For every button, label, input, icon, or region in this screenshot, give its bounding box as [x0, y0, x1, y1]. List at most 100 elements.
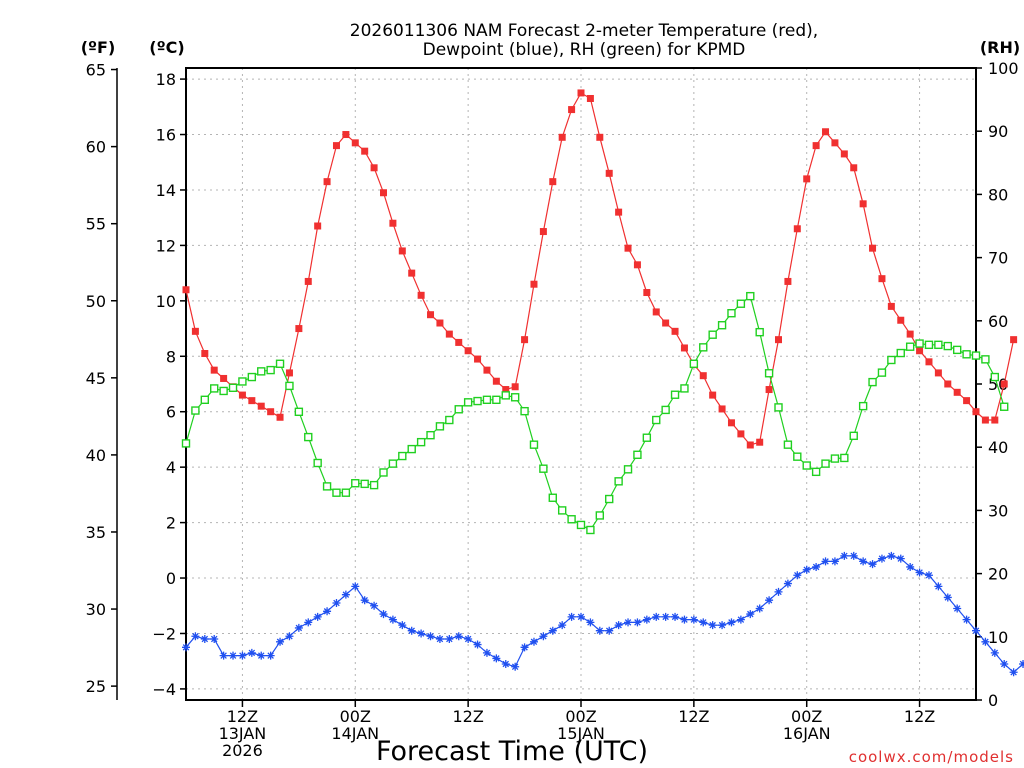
rh-point: [783, 440, 793, 449]
dewpoint-point: [642, 615, 651, 624]
rh-tick-label-7: 70: [988, 249, 1008, 268]
rh-point: [699, 343, 708, 352]
dewpoint-point: [388, 615, 397, 624]
dewpoint-point: [906, 562, 915, 571]
celsius-tick-label-9: 14: [156, 181, 176, 200]
dewpoint-point: [247, 648, 256, 657]
temperature-point: [455, 338, 463, 346]
x-tick-label-1-2: 14JAN: [331, 724, 379, 743]
dewpoint-point: [689, 615, 698, 624]
dewpoint-point: [802, 565, 811, 574]
temperature-point: [840, 150, 848, 158]
dewpoint-point: [624, 618, 633, 627]
rh-tick-label-4: 40: [988, 438, 1008, 457]
temperature-point: [615, 208, 623, 216]
dewpoint-point: [727, 618, 736, 627]
dewpoint-point: [294, 623, 303, 632]
rh-tick-label-6: 60: [988, 312, 1008, 331]
x-tick-label-6-1: 12Z: [904, 707, 935, 726]
axis-ticks: −4 −2 0 2 4 6 8 10 12 14 16 18 25 30 35 40 45 50 55 60 65 0 10…: [86, 59, 1019, 760]
dewpoint-point: [473, 640, 482, 649]
rh-point: [1000, 402, 1009, 411]
temperature-point: [474, 355, 482, 363]
watermark: coolwx.com/models: [849, 748, 1014, 766]
dewpoint-point: [812, 562, 821, 571]
fahrenheit-tick-label-3: 40: [86, 446, 106, 465]
dewpoint-point: [417, 629, 426, 638]
dewpoint-point: [379, 610, 388, 619]
temperature-point: [332, 142, 340, 150]
temperature-point: [191, 327, 199, 335]
celsius-tick-label-3: 2: [166, 514, 176, 533]
rh-point: [548, 493, 557, 502]
temperature-point: [906, 330, 914, 338]
rh-point: [821, 459, 830, 468]
rh-point: [586, 525, 595, 535]
unit-label-celsius: (ºC): [149, 38, 184, 57]
dewpoint-point: [558, 621, 567, 630]
x-tick-label-3-1: 00Z: [565, 707, 596, 726]
dewpoint-point: [492, 654, 501, 663]
rh-point: [435, 422, 445, 431]
temperature-point: [718, 405, 726, 413]
celsius-tick-label-2: 0: [166, 569, 176, 588]
rh-point: [238, 377, 247, 386]
dewpoint-series: [182, 551, 1024, 677]
x-axis-label: Forecast Time (UTC): [376, 736, 648, 767]
rh-point: [981, 355, 990, 364]
rh-point: [304, 432, 313, 442]
temperature-point: [267, 408, 275, 416]
temperature-point: [398, 247, 406, 255]
celsius-tick-label-0: −4: [152, 680, 176, 699]
dewpoint-point: [614, 621, 623, 630]
rh-point: [285, 381, 294, 391]
rh-point: [887, 355, 896, 365]
dewpoint-point: [529, 637, 538, 646]
rh-point: [943, 341, 952, 351]
rh-point: [868, 377, 877, 387]
x-tick-label-2-1: 12Z: [452, 707, 483, 726]
temperature-point: [793, 225, 801, 233]
fahrenheit-tick-label-4: 45: [86, 369, 106, 388]
dewpoint-point: [680, 615, 689, 624]
dewpoint-point: [605, 626, 614, 635]
dewpoint-point: [859, 557, 868, 566]
rh-tick-label-9: 90: [988, 122, 1008, 141]
rh-point: [463, 398, 473, 407]
fahrenheit-tick-label-5: 50: [86, 292, 106, 311]
dewpoint-point: [718, 621, 727, 630]
temperature-point: [775, 336, 782, 344]
temperature-point: [869, 244, 877, 252]
rh-point: [520, 406, 529, 416]
dewpoint-point: [1000, 659, 1009, 668]
temperature-point: [963, 397, 971, 405]
temperature-point: [812, 142, 820, 150]
rh-tick-label-10: 100: [988, 59, 1019, 78]
rh-point: [379, 468, 388, 477]
temperature-point: [662, 319, 670, 327]
dewpoint-point: [257, 651, 266, 660]
dewpoint-point: [238, 651, 247, 660]
rh-point: [830, 454, 840, 463]
dewpoint-point: [962, 615, 971, 624]
rh-point: [652, 415, 661, 425]
dewpoint-point: [219, 651, 228, 660]
dewpoint-point: [943, 593, 952, 602]
dewpoint-point: [887, 551, 896, 560]
temperature-point: [445, 330, 453, 338]
temperature-point: [342, 131, 350, 139]
rh-tick-label-3: 30: [988, 501, 1008, 520]
dewpoint-point: [652, 612, 661, 621]
temperature-point: [878, 275, 886, 283]
dewpoint-point: [577, 612, 585, 621]
temperature-point: [568, 106, 576, 114]
x-tick-label-4-1: 12Z: [678, 707, 709, 726]
dewpoint-point: [1019, 659, 1024, 668]
dewpoint-point: [924, 571, 933, 580]
temperature-point: [427, 311, 435, 319]
dewpoint-point: [266, 651, 275, 660]
rh-tick-label-8: 80: [988, 185, 1008, 204]
dewpoint-point: [699, 618, 708, 627]
temperature-point: [182, 286, 190, 294]
